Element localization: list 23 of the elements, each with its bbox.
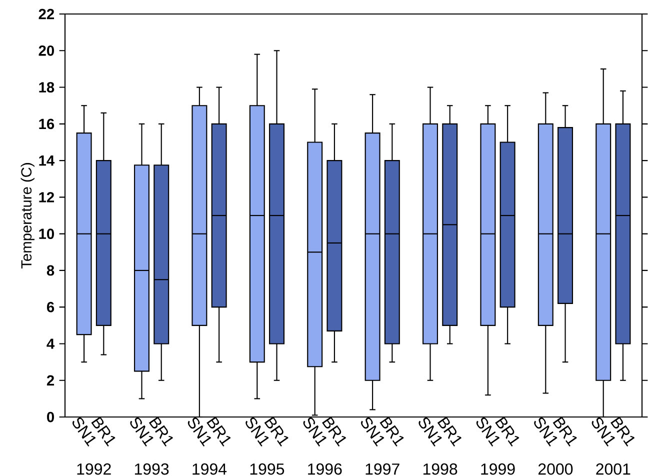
x-tick-label: 1993	[134, 463, 169, 475]
y-tick-label: 10	[39, 228, 54, 240]
x-tick-label: 2001	[596, 463, 630, 475]
x-tick-label: 1995	[250, 463, 284, 475]
y-tick-label: 0	[47, 412, 54, 422]
y-tick-label: 22	[38, 8, 54, 20]
y-tick-label: 20	[38, 45, 54, 56]
y-tick-label: 16	[39, 118, 54, 130]
y-tick-label: 18	[39, 82, 54, 92]
x-tick-label: 1998	[423, 463, 458, 475]
y-tick-label: 4	[46, 338, 55, 349]
x-tick-label: 1999	[481, 463, 515, 475]
y-tick-label: 12	[39, 192, 54, 202]
y-tick-label: 2	[46, 375, 54, 386]
x-tick-label: 1997	[366, 463, 400, 475]
x-tick-label: 1996	[308, 463, 342, 475]
y-axis-title: Temperature (C)	[20, 163, 34, 269]
x-tick-label: 2000	[538, 463, 573, 475]
x-tick-label: 1992	[77, 463, 111, 475]
y-tick-label: 6	[46, 302, 54, 312]
x-tick-label: 1994	[192, 463, 227, 475]
y-tick-label: 14	[39, 156, 55, 166]
y-tick-label: 8	[46, 265, 54, 276]
